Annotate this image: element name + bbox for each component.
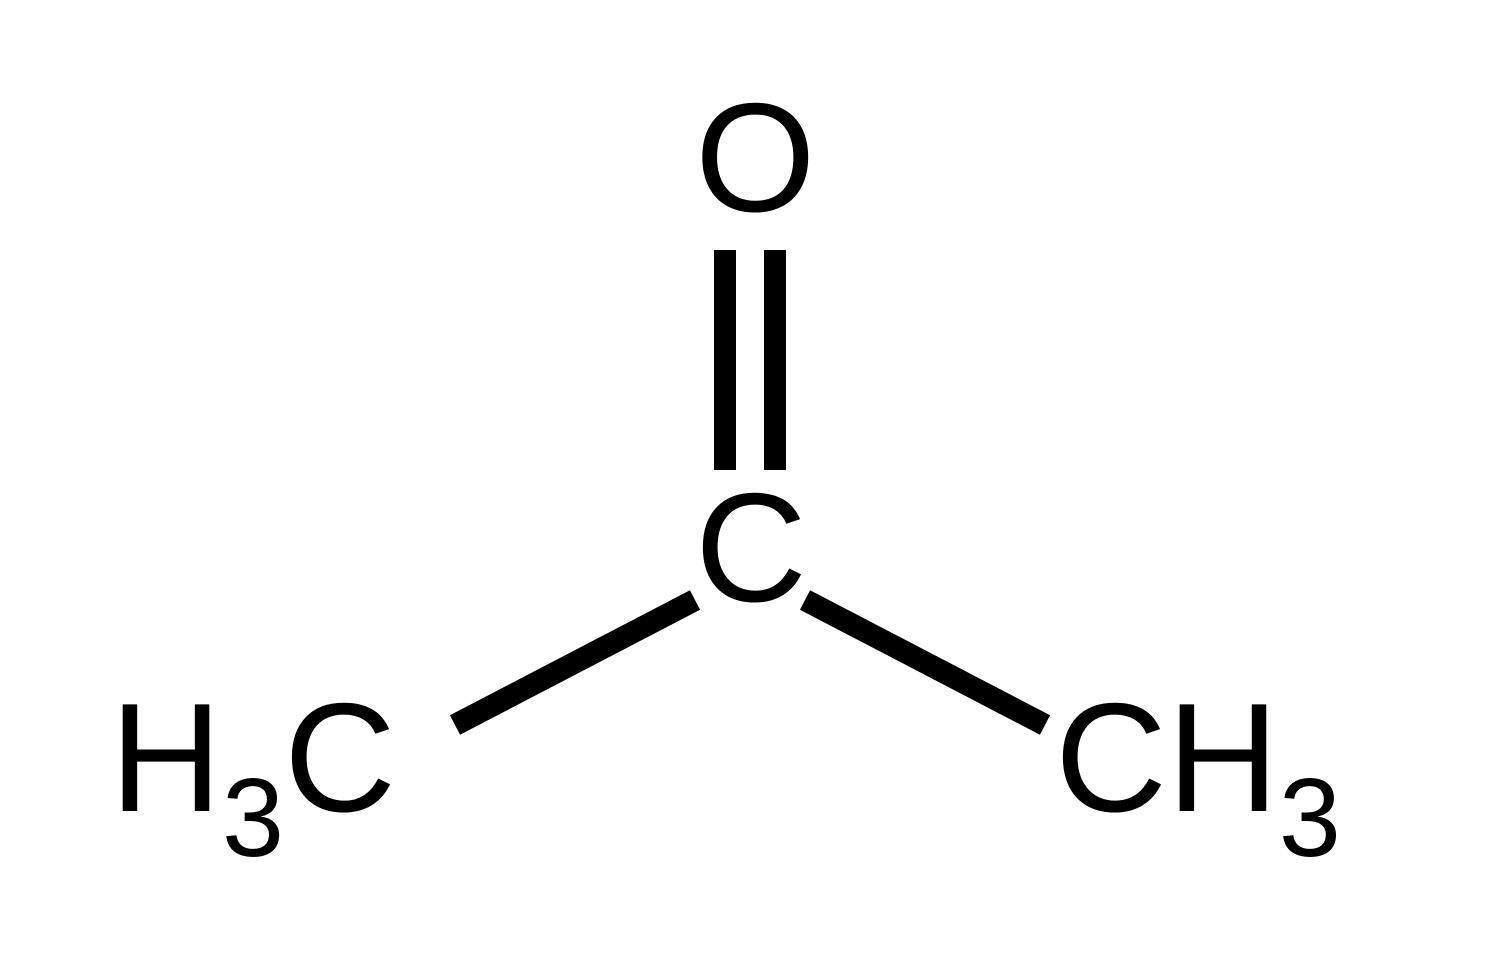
atom-carbonyl-carbon: C <box>695 470 807 625</box>
right-methyl-H: H <box>1167 671 1279 844</box>
left-methyl-C: C <box>284 671 396 844</box>
atom-right-methyl: CH3 <box>1055 680 1341 861</box>
chemical-structure-diagram: O C H3C CH3 <box>0 0 1500 964</box>
right-methyl-sub: 3 <box>1279 755 1341 880</box>
right-methyl-C: C <box>1055 671 1167 844</box>
left-methyl-sub: 3 <box>222 755 284 880</box>
bond-single-right <box>805 600 1045 725</box>
atom-left-methyl: H3C <box>110 680 396 861</box>
left-methyl-H: H <box>110 671 222 844</box>
bond-single-left <box>455 600 695 725</box>
atom-oxygen: O <box>695 80 816 235</box>
